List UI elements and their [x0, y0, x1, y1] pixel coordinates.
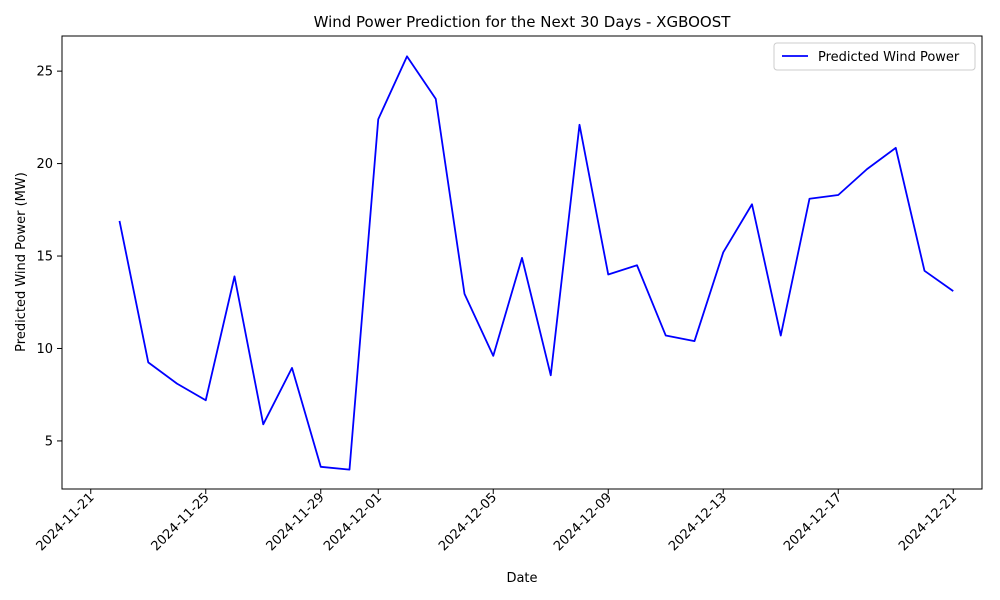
- y-axis: 5 10 15 20 25: [36, 65, 62, 449]
- y-axis-title: Predicted Wind Power (MW): [14, 172, 29, 352]
- x-axis: 2024-11-21 2024-11-25 2024-11-292024-12-01…: [34, 489, 960, 554]
- plot-frame: [61, 35, 983, 490]
- x-axis-title: Date: [506, 571, 537, 586]
- y-tick-label: 5: [45, 434, 53, 449]
- x-tick-label: 2024-11-29: [264, 490, 328, 554]
- x-tick-label: 2024-12-01: [321, 490, 385, 554]
- legend: Predicted Wind Power: [773, 42, 976, 71]
- x-tick-label: 2024-11-25: [149, 490, 213, 554]
- y-tick-label: 25: [36, 65, 53, 80]
- x-tick-label: 2024-12-17: [781, 490, 845, 554]
- x-tick-label: 2024-12-05: [436, 490, 500, 554]
- legend-box: [773, 42, 976, 71]
- x-tick-label: 2024-12-13: [666, 490, 730, 554]
- x-tick-label: 2024-12-09: [551, 490, 615, 554]
- plot-area: [118, 55, 954, 471]
- y-tick-label: 10: [36, 342, 53, 357]
- x-tick-label: 2024-11-21: [34, 490, 98, 554]
- y-tick-label: 20: [36, 157, 53, 172]
- series-line-predicted-wind-power: [118, 55, 954, 471]
- legend-label: Predicted Wind Power: [818, 50, 960, 65]
- y-tick-label: 15: [36, 250, 53, 265]
- chart-title: Wind Power Prediction for the Next 30 Da…: [314, 13, 732, 31]
- x-tick-label: 2024-12-21: [896, 490, 960, 554]
